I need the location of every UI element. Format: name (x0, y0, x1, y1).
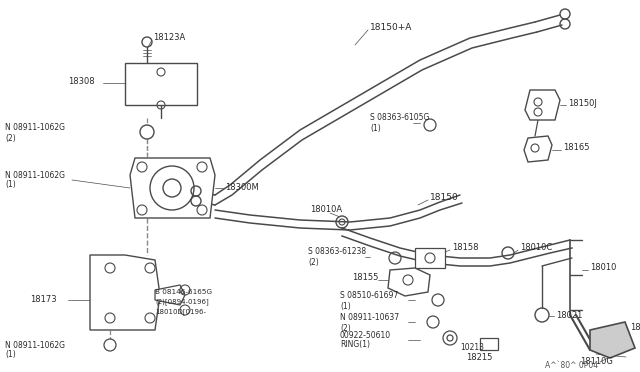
Text: 18021: 18021 (556, 311, 582, 320)
Text: 10213: 10213 (460, 343, 484, 353)
Text: (1): (1) (370, 124, 381, 132)
Text: N 08911-1062G: N 08911-1062G (5, 124, 65, 132)
Text: (2): (2) (5, 134, 16, 142)
Text: (1): (1) (5, 180, 16, 189)
Text: S 08363-61238: S 08363-61238 (308, 247, 366, 257)
Polygon shape (525, 90, 560, 120)
Text: 18308: 18308 (68, 77, 95, 87)
Polygon shape (388, 268, 430, 296)
Bar (480, 338, 498, 350)
Text: 18165: 18165 (563, 144, 589, 153)
Text: 18110G: 18110G (580, 357, 613, 366)
Text: 18150J: 18150J (568, 99, 597, 108)
Text: 18215: 18215 (466, 353, 492, 362)
Text: (2): (2) (308, 257, 319, 266)
Polygon shape (590, 322, 635, 358)
Text: B 08146-6165G: B 08146-6165G (155, 289, 212, 295)
Text: 18010: 18010 (590, 263, 616, 273)
Text: (1): (1) (5, 350, 16, 359)
Text: 18173: 18173 (30, 295, 56, 305)
Text: A^`80^ 0P04: A^`80^ 0P04 (545, 360, 598, 369)
Text: 18155: 18155 (352, 273, 378, 282)
Text: (2)[0894-0196]: (2)[0894-0196] (155, 299, 209, 305)
Bar (415, 248, 445, 268)
Text: 18010C: 18010C (520, 244, 552, 253)
Bar (125, 63, 197, 105)
Text: (2): (2) (340, 324, 351, 333)
Text: 18150+A: 18150+A (370, 23, 412, 32)
Text: RING(1): RING(1) (340, 340, 370, 350)
Polygon shape (155, 285, 185, 305)
Text: 18158: 18158 (452, 244, 479, 253)
Text: 18010D[0196-: 18010D[0196- (155, 309, 206, 315)
Text: (1): (1) (340, 301, 351, 311)
Text: 18123A: 18123A (153, 33, 185, 42)
Polygon shape (90, 255, 160, 330)
Text: N 08911-1062G: N 08911-1062G (5, 340, 65, 350)
Text: S 08510-61697: S 08510-61697 (340, 292, 398, 301)
Polygon shape (130, 158, 215, 218)
Text: 18010A: 18010A (310, 205, 342, 215)
Text: 18300M: 18300M (225, 183, 259, 192)
Polygon shape (524, 136, 552, 162)
Text: N 08911-10637: N 08911-10637 (340, 314, 399, 323)
Text: 18150: 18150 (430, 193, 459, 202)
Text: 00922-50610: 00922-50610 (340, 330, 391, 340)
Text: N 08911-1062G: N 08911-1062G (5, 170, 65, 180)
Text: S 08363-6105G: S 08363-6105G (370, 113, 429, 122)
Text: 18110F: 18110F (630, 324, 640, 333)
